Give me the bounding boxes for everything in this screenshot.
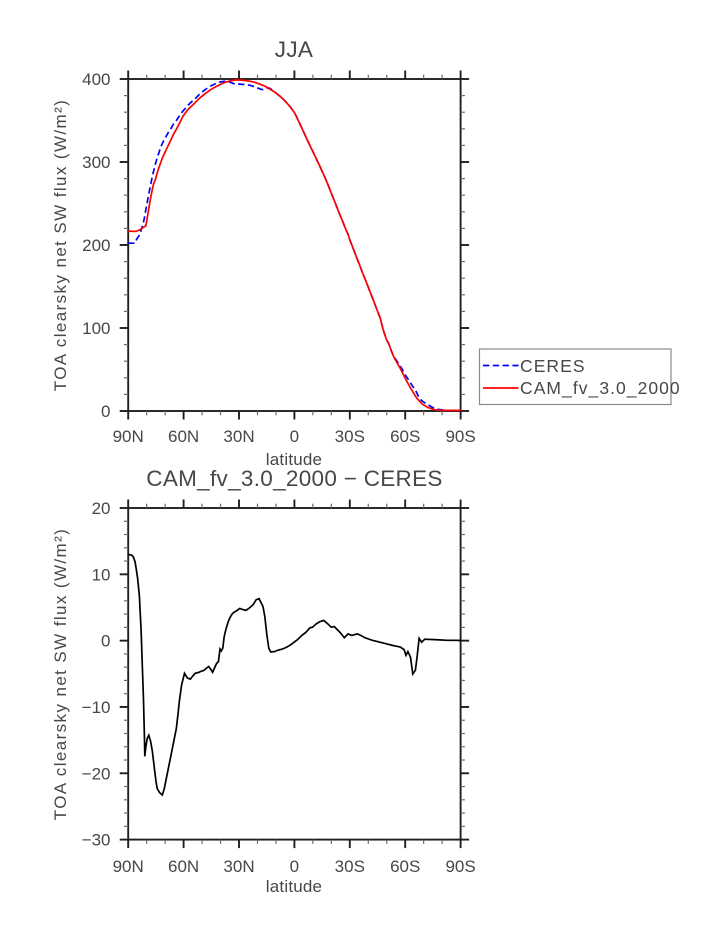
svg-text:latitude: latitude	[266, 450, 322, 469]
svg-text:200: 200	[82, 236, 110, 255]
svg-text:TOA clearsky net SW flux (W/m²: TOA clearsky net SW flux (W/m²)	[51, 528, 70, 820]
svg-text:300: 300	[82, 153, 110, 172]
svg-text:CAM_fv_3.0_2000 − CERES: CAM_fv_3.0_2000 − CERES	[146, 466, 442, 491]
svg-text:60N: 60N	[168, 857, 199, 876]
svg-text:JJA: JJA	[275, 37, 313, 62]
svg-text:90N: 90N	[113, 427, 144, 446]
svg-text:30N: 30N	[223, 427, 254, 446]
svg-text:100: 100	[82, 319, 110, 338]
svg-text:0: 0	[290, 427, 299, 446]
svg-text:TOA clearsky net SW flux (W/m²: TOA clearsky net SW flux (W/m²)	[51, 99, 70, 391]
svg-text:10: 10	[92, 565, 111, 584]
svg-text:60S: 60S	[390, 857, 420, 876]
svg-text:90S: 90S	[445, 857, 475, 876]
svg-text:30S: 30S	[335, 427, 365, 446]
svg-text:60S: 60S	[390, 427, 420, 446]
svg-text:60N: 60N	[168, 427, 199, 446]
svg-text:400: 400	[82, 70, 110, 89]
svg-text:−10: −10	[82, 698, 111, 717]
svg-text:0: 0	[290, 857, 299, 876]
svg-text:CERES: CERES	[520, 356, 586, 376]
svg-text:−20: −20	[82, 764, 111, 783]
svg-text:90S: 90S	[445, 427, 475, 446]
svg-text:30S: 30S	[335, 857, 365, 876]
svg-text:−30: −30	[82, 831, 111, 850]
svg-text:0: 0	[101, 632, 110, 651]
svg-text:0: 0	[101, 402, 110, 421]
svg-text:30N: 30N	[223, 857, 254, 876]
svg-text:20: 20	[92, 499, 111, 518]
svg-text:latitude: latitude	[266, 877, 322, 896]
svg-text:90N: 90N	[113, 857, 144, 876]
svg-text:CAM_fv_3.0_2000: CAM_fv_3.0_2000	[520, 378, 681, 399]
